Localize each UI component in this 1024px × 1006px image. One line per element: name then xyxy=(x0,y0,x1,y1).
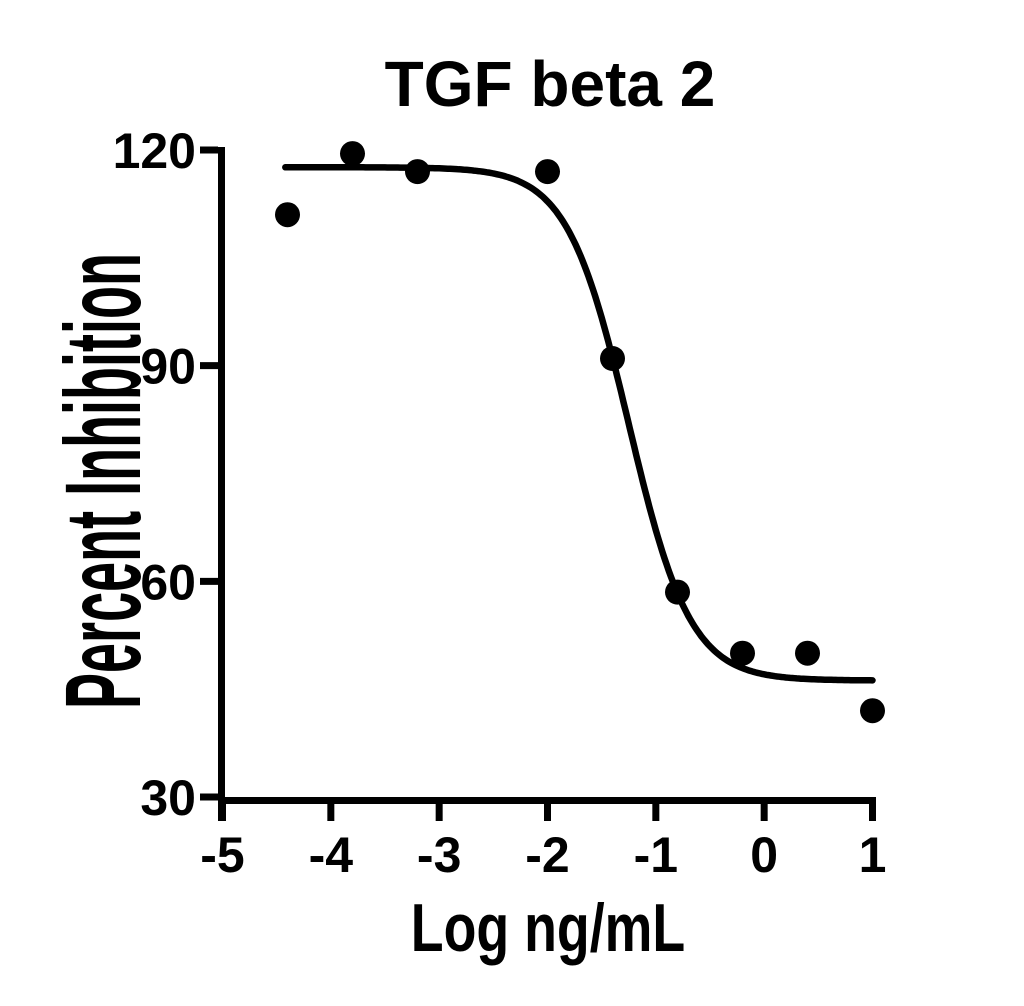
data-points-layer xyxy=(275,141,885,724)
data-point xyxy=(730,640,755,666)
data-point xyxy=(665,579,690,605)
x-tick-label: -1 xyxy=(634,827,678,883)
data-point xyxy=(275,202,300,228)
chart-title: TGF beta 2 xyxy=(385,48,716,120)
x-tick-label: -4 xyxy=(309,827,354,883)
data-point xyxy=(535,159,560,185)
axes xyxy=(200,146,876,821)
y-tick-label: 120 xyxy=(113,123,196,179)
y-tick-label: 60 xyxy=(140,554,196,610)
x-tick-label: 1 xyxy=(859,827,887,883)
x-tick-label: -3 xyxy=(417,827,461,883)
data-point xyxy=(600,346,625,371)
fit-curve-layer xyxy=(282,164,876,684)
x-axis-label: Log ng/mL xyxy=(411,890,685,965)
x-tick-label: -2 xyxy=(525,827,569,883)
tick-labels: 120 90 60 30-5 -4 -3 -2 -1 0 1 xyxy=(113,123,887,883)
data-point xyxy=(795,640,820,666)
data-point xyxy=(340,141,365,167)
fit-curve xyxy=(282,164,876,684)
x-tick-label: -5 xyxy=(200,827,244,883)
y-tick-label: 90 xyxy=(140,339,196,395)
data-point xyxy=(405,159,430,185)
y-axis-label: Percent Inhibition xyxy=(44,253,164,709)
x-tick-label: 0 xyxy=(750,827,778,883)
y-tick-label: 30 xyxy=(140,770,196,826)
data-point xyxy=(860,698,885,724)
